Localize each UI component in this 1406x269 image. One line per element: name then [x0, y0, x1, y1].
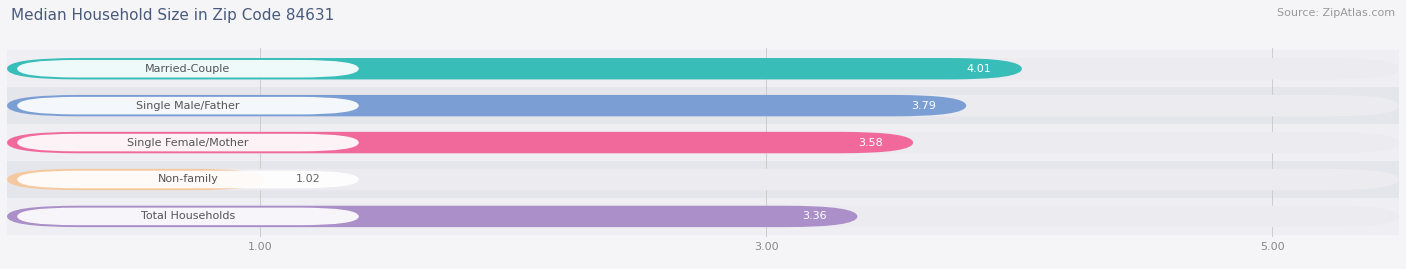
Text: 1.02: 1.02 [295, 175, 321, 185]
FancyBboxPatch shape [7, 95, 1399, 116]
FancyBboxPatch shape [7, 132, 912, 153]
Text: Non-family: Non-family [157, 175, 218, 185]
FancyBboxPatch shape [17, 134, 359, 151]
Bar [7, 161, 1399, 198]
Text: Total Households: Total Households [141, 211, 235, 221]
FancyBboxPatch shape [7, 58, 1399, 79]
Bar [7, 124, 1399, 161]
Text: 4.01: 4.01 [967, 64, 991, 74]
FancyBboxPatch shape [17, 97, 359, 114]
Bar [7, 198, 1399, 235]
Text: 3.36: 3.36 [803, 211, 827, 221]
FancyBboxPatch shape [7, 169, 1399, 190]
FancyBboxPatch shape [17, 60, 359, 77]
FancyBboxPatch shape [17, 171, 359, 188]
Text: 3.58: 3.58 [858, 137, 883, 148]
FancyBboxPatch shape [7, 206, 1399, 227]
Text: Median Household Size in Zip Code 84631: Median Household Size in Zip Code 84631 [11, 8, 335, 23]
Bar [7, 87, 1399, 124]
FancyBboxPatch shape [17, 208, 359, 225]
Text: Single Male/Father: Single Male/Father [136, 101, 240, 111]
FancyBboxPatch shape [7, 169, 266, 190]
FancyBboxPatch shape [7, 206, 858, 227]
Text: Single Female/Mother: Single Female/Mother [127, 137, 249, 148]
Text: Source: ZipAtlas.com: Source: ZipAtlas.com [1277, 8, 1395, 18]
Text: 3.79: 3.79 [911, 101, 936, 111]
FancyBboxPatch shape [7, 58, 1022, 79]
Text: Married-Couple: Married-Couple [145, 64, 231, 74]
FancyBboxPatch shape [7, 132, 1399, 153]
FancyBboxPatch shape [7, 95, 966, 116]
Bar [7, 50, 1399, 87]
